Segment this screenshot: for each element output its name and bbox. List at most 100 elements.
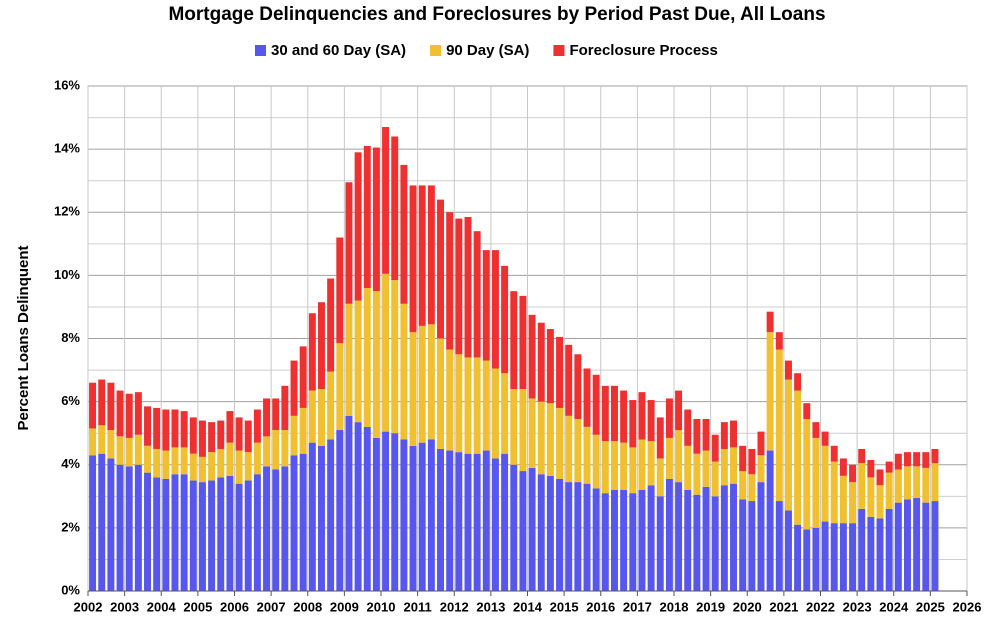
bar-segment (583, 483, 591, 591)
bar-segment (611, 441, 618, 490)
bar-segment (647, 485, 655, 591)
x-tick-label: 2006 (220, 599, 249, 614)
bar-segment (418, 325, 426, 443)
bar-segment (263, 398, 271, 437)
bar-segment (446, 450, 454, 591)
bar-segment (794, 524, 802, 591)
bar-segment (372, 291, 380, 438)
x-tick-label: 2020 (733, 599, 762, 614)
bar-segment (812, 527, 820, 591)
y-tick-label: 0% (61, 582, 80, 597)
bar-segment (98, 453, 106, 591)
bar-segment (711, 461, 719, 497)
bar-segment (134, 434, 142, 465)
bar-segment (849, 464, 857, 483)
bar-segment (766, 450, 774, 591)
bar-segment (226, 475, 234, 591)
bar-segment (931, 501, 939, 591)
bar-segment (290, 415, 298, 456)
bar-segment (354, 152, 362, 301)
bar-segment (501, 265, 509, 374)
bar-segment (281, 385, 289, 431)
bar-segment (272, 430, 280, 470)
bar-segment (235, 483, 243, 591)
bar-segment (226, 411, 234, 443)
bar-segment (711, 496, 719, 591)
x-tick-label: 2015 (550, 599, 579, 614)
bar-segment (491, 368, 499, 459)
bar-segment (272, 398, 280, 431)
bar-segment (189, 453, 197, 481)
x-tick-label: 2010 (367, 599, 396, 614)
x-tick-label: 2012 (440, 599, 469, 614)
bar-segment (318, 302, 325, 389)
bar-segment (931, 463, 939, 502)
bar-segment (427, 324, 435, 440)
bar-segment (501, 453, 509, 591)
bar-segment (611, 490, 618, 591)
bar-segment (629, 447, 637, 494)
bar-segment (913, 466, 921, 498)
legend-label: Foreclosure Process (569, 42, 717, 59)
legend: 30 and 60 Day (SA) 90 Day (SA) Foreclosure… (255, 42, 718, 59)
y-tick-label: 10% (54, 267, 80, 282)
x-tick-label: 2005 (183, 599, 212, 614)
bar-segment (821, 521, 829, 591)
x-tick-label: 2024 (879, 599, 909, 614)
bar-segment (620, 490, 628, 591)
legend-label: 90 Day (SA) (446, 42, 529, 59)
bar-segment (473, 357, 481, 454)
bar-segment (501, 373, 509, 454)
bar-segment (372, 147, 380, 292)
bar-segment (318, 445, 325, 591)
bar-segment (382, 431, 390, 591)
bar-segment (565, 482, 573, 591)
bar-segment (98, 425, 106, 454)
bar-segment (757, 455, 765, 483)
bar-segment (784, 360, 792, 380)
bar-segment (519, 389, 527, 472)
bar-segment (620, 442, 628, 490)
bar-segment (281, 466, 289, 591)
bar-segment (656, 417, 664, 459)
bar-segment (665, 437, 673, 479)
x-tick-label: 2022 (806, 599, 835, 614)
bar-segment (354, 422, 362, 591)
bar-segment (455, 354, 463, 453)
bar-segment (134, 392, 142, 435)
bar-segment (794, 373, 802, 391)
bar-segment (922, 452, 930, 468)
bar-segment (931, 448, 939, 464)
bar-segment (400, 439, 408, 591)
bar-segment (345, 415, 353, 591)
bar-segment (235, 450, 243, 484)
bar-segment (638, 439, 646, 490)
bar-segment (885, 461, 893, 473)
bar-segment (592, 434, 600, 489)
bar-segment (427, 185, 435, 325)
bar-segment (208, 452, 216, 481)
bar-segment (720, 422, 728, 449)
bar-segment (858, 463, 866, 509)
bar-segment (711, 434, 719, 462)
bar-segment (418, 442, 426, 591)
bar-segment (556, 336, 564, 408)
bar-segment (665, 398, 673, 438)
bar-segment (107, 430, 115, 459)
bar-segment (904, 499, 911, 591)
bar-segment (391, 433, 399, 591)
bar-segment (299, 407, 307, 454)
bar-segment (638, 392, 646, 440)
bar-segment (803, 529, 811, 591)
bar-segment (775, 332, 783, 350)
x-tick-label: 2014 (513, 599, 543, 614)
bar-segment (739, 471, 747, 500)
x-tick-label: 2013 (476, 599, 505, 614)
x-tick-label: 2011 (404, 599, 432, 614)
bar-segment (290, 360, 298, 416)
bar-segment (904, 452, 911, 467)
bar-segment (885, 472, 893, 509)
bar-segment (153, 448, 161, 478)
bar-segment (574, 482, 582, 591)
bar-segment (528, 467, 536, 591)
